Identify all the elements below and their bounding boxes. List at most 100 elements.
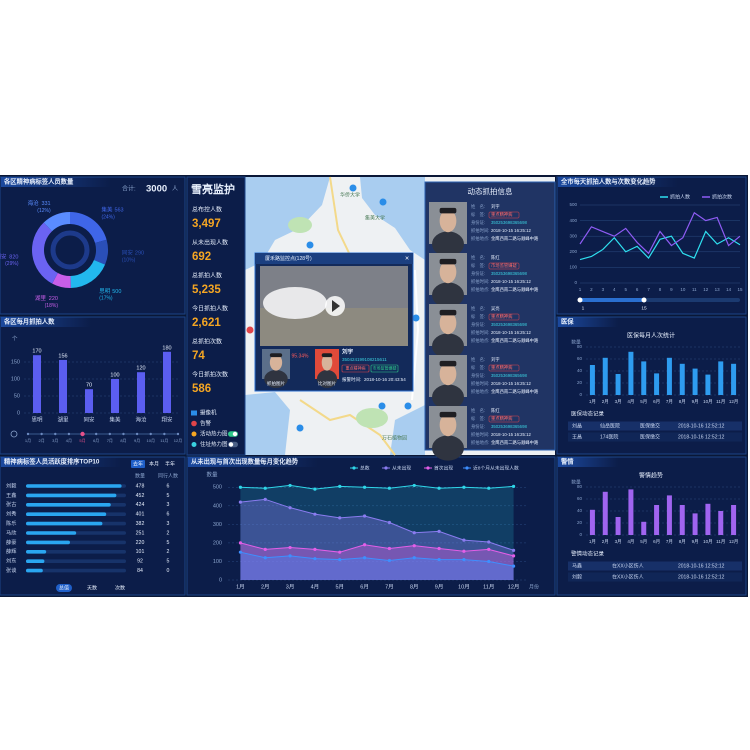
slider-handle[interactable] [577,297,583,303]
bottom-tab[interactable]: 次数 [115,584,125,591]
stat-value: 5,235 [192,284,221,296]
x-tick-label: 11 [692,287,697,292]
camera-marker[interactable] [349,184,357,192]
bar [26,512,107,516]
x-tick-label: 1月 [589,399,596,405]
chart-title: 警情趋势 [639,472,663,480]
y-tick-label: 60 [577,356,583,361]
point [511,484,516,488]
bar [26,540,70,545]
row-count: 84 [137,568,143,574]
legend-icon [191,420,197,427]
tab[interactable]: 去年 [133,460,143,467]
compare-label: 比对图片 [318,380,336,387]
row-count: 220 [136,540,145,546]
bottom-tab[interactable]: 天数 [87,584,97,591]
timeline-dot[interactable] [94,432,98,436]
field-value: 重点精神病 [491,364,513,371]
timeline-icon[interactable] [10,430,18,438]
tab[interactable]: 本月 [149,460,159,467]
timeline-dot[interactable] [80,431,85,437]
alarm-marker[interactable] [246,326,254,334]
field-value: 2018-10-15 16:25:12 [491,279,532,284]
panel-title: 各区精神病标签人员数量 [3,177,74,186]
x-tick-label: 9 [670,287,673,292]
row-companions: 5 [167,559,170,565]
timeline-dot[interactable] [54,432,57,436]
y-tick-label: 20 [577,520,583,525]
timeline-dot[interactable] [108,432,112,436]
timeline-label[interactable]: 4月 [66,438,72,443]
timeline-dot[interactable] [40,432,43,436]
map-water [245,392,290,455]
x-tick-label: 10 [680,287,686,292]
timeline-dot[interactable] [163,432,166,436]
timeline-label[interactable]: 1月 [25,438,31,443]
timeline-label[interactable]: 2月 [39,438,45,443]
row-name: 刘秀 [6,510,16,518]
camera-marker[interactable] [378,402,386,410]
field-label: 身份证: [471,270,485,277]
camera-marker[interactable] [296,424,304,432]
line [240,542,514,557]
stat-label: 总布控人数 [192,206,222,214]
field-value: 金鹰西南二路与顺峰中路 [491,286,539,293]
row-count: 382 [136,521,145,527]
timeline-label[interactable]: 5月 [79,438,85,443]
timeline-label[interactable]: 8月 [120,438,126,443]
slider-handle[interactable] [641,297,647,303]
timeline-label[interactable]: 3月 [52,438,58,443]
bar [163,351,171,413]
timeline-label[interactable]: 11月 [160,438,168,443]
field-value: 2018-10-15 16:25:12 [491,381,532,386]
timeline-dot[interactable] [122,432,125,436]
donut-label-name: 翔安 [0,252,7,260]
record-cell: 仙岳医院 [600,422,620,429]
timeline-dot[interactable] [149,432,152,436]
tab[interactable]: 半年 [165,460,175,467]
donut-label-value: 290 [135,251,144,257]
field-value: 重点精神病 [491,211,513,218]
y-axis-label: 数量 [571,478,581,485]
face-photo-head [439,209,457,233]
row-count: 251 [136,530,145,536]
face-photo-body [432,333,464,359]
point [238,550,243,554]
timeline-label[interactable]: 10月 [147,438,155,443]
bar [679,363,685,395]
timeline-label[interactable]: 6月 [93,438,99,443]
slider-label: 1 [582,305,585,311]
popup-header [255,253,413,264]
panel [0,176,186,315]
timeline-label[interactable]: 9月 [134,438,140,443]
camera-marker[interactable] [412,314,420,322]
bottom-tab[interactable]: 总值 [59,584,69,591]
timeline-dot[interactable] [67,432,71,436]
row-count: 401 [136,512,145,518]
timeline-dot[interactable] [26,432,30,436]
legend-label: 摄像机 [200,408,217,416]
camera-marker[interactable] [379,198,387,206]
donut-label-pct: (10%) [122,257,136,263]
map-road [299,399,396,456]
row-name: 薛辉 [6,547,16,555]
y-tick-label: 0 [219,577,222,583]
camera-marker[interactable] [306,241,314,249]
record-row [568,432,742,442]
timeline-dot[interactable] [176,432,180,436]
x-tick-label: 9月 [435,583,444,590]
timeline-label[interactable]: 7月 [107,438,113,443]
close-button[interactable]: × [405,255,409,262]
x-tick-label: 5 [624,287,627,292]
record-title: 医保动态记录 [571,409,605,417]
panel [186,176,246,456]
timeline-dot[interactable] [135,432,139,436]
play-icon [332,300,340,312]
field-value: 350253698365698 [491,271,527,276]
x-tick-label: 1月 [236,583,245,590]
timeline-label[interactable]: 12月 [174,438,182,443]
camera-marker[interactable] [404,402,412,410]
x-tick-label: 海沧 [135,415,147,423]
legend-label: 首次出现 [434,464,453,471]
